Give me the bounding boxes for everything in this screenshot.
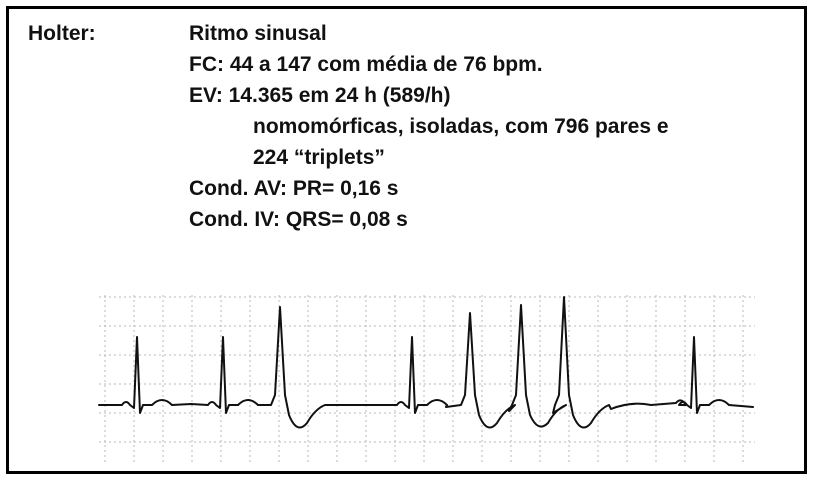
ecg-trace <box>98 296 754 429</box>
report-line-ectopy-detail: nomomórficas, isoladas, com 796 pares e <box>253 115 669 138</box>
report-lines: Ritmo sinusal FC: 44 a 147 com média de … <box>189 21 669 238</box>
holter-label: Holter: <box>28 22 96 45</box>
report-line-iv-conduction: Cond. IV: QRS= 0,08 s <box>189 208 408 231</box>
report-line-ventricular-ectopy: EV: 14.365 em 24 h (589/h) <box>189 84 451 107</box>
ecg-grid <box>99 295 755 463</box>
report-line-triplets: 224 “triplets” <box>253 146 385 169</box>
ecg-strip <box>91 285 759 465</box>
report-line-av-conduction: Cond. AV: PR= 0,16 s <box>189 177 399 200</box>
report-line-heart-rate: FC: 44 a 147 com média de 76 bpm. <box>189 53 543 76</box>
report-line-rhythm: Ritmo sinusal <box>189 22 327 45</box>
holter-report: Holter: Ritmo sinusal FC: 44 a 147 com m… <box>9 9 804 249</box>
ecg-svg <box>98 295 755 463</box>
